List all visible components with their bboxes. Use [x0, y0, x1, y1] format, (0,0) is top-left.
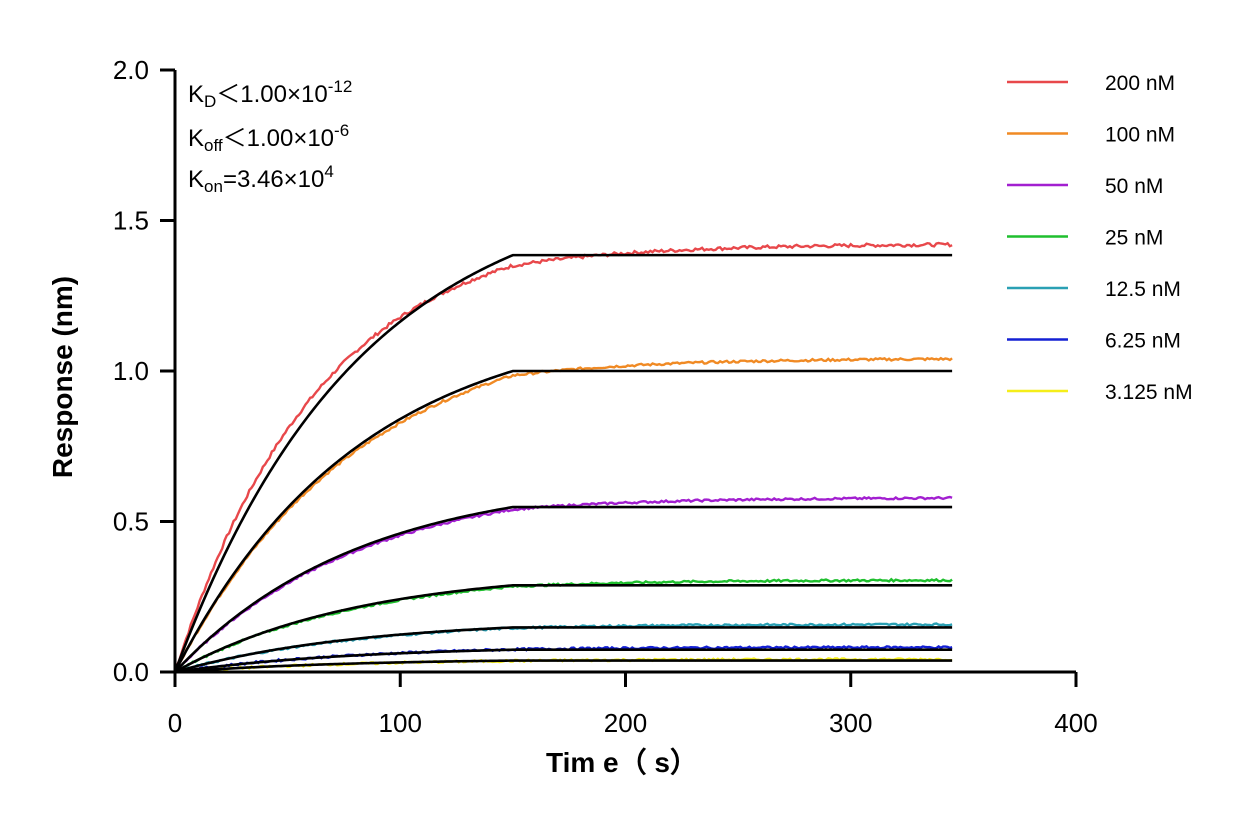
- fit-line: [174, 659, 953, 674]
- fit-line: [174, 648, 953, 674]
- x-tick-label: 200: [604, 708, 647, 738]
- kd-annotation: KD＜1.00×10-12: [188, 77, 353, 111]
- x-tick-label: 100: [379, 708, 422, 738]
- x-tick-label: 400: [1054, 708, 1097, 738]
- series-layer: [173, 241, 953, 674]
- series-line: [173, 241, 953, 673]
- kon-annotation: Kon=3.46×104: [188, 162, 334, 196]
- fit-line: [174, 584, 953, 674]
- y-tick-label: 2.0: [113, 55, 149, 85]
- legend-label: 6.25 nM: [1105, 330, 1181, 353]
- legend-label: 100 nM: [1105, 124, 1175, 147]
- y-axis-title: Response (nm): [47, 276, 78, 478]
- koff-annotation: Koff＜1.00×10-6: [188, 121, 350, 155]
- series-line: [174, 356, 953, 673]
- legend-label: 12.5 nM: [1105, 278, 1181, 301]
- y-tick-label: 0.5: [113, 507, 149, 537]
- fit-layer: [173, 253, 953, 674]
- legend-label: 200 nM: [1105, 72, 1175, 95]
- legend-label: 3.125 nM: [1105, 381, 1193, 404]
- x-axis-title: Tim e（ s）: [546, 746, 698, 778]
- y-tick-label: 1.0: [113, 356, 149, 386]
- legend-label: 50 nM: [1105, 175, 1163, 198]
- x-tick-label: 300: [829, 708, 872, 738]
- fit-line: [173, 253, 953, 673]
- y-tick-label: 0.0: [113, 657, 149, 687]
- x-tick-label: 0: [168, 708, 182, 738]
- legend: 200 nM 100 nM 50 nM 25 nM 12.5 nM 6.25 nM 3.12…: [1007, 72, 1193, 404]
- y-tick-label: 1.5: [113, 206, 149, 236]
- fit-line: [174, 505, 953, 673]
- fit-line: [174, 626, 953, 674]
- legend-label: 25 nM: [1105, 227, 1163, 250]
- fit-line: [173, 369, 953, 673]
- ticks: 0 100 200 300 400 0.0 0.5 1.0 1.5 2.0: [113, 55, 1098, 738]
